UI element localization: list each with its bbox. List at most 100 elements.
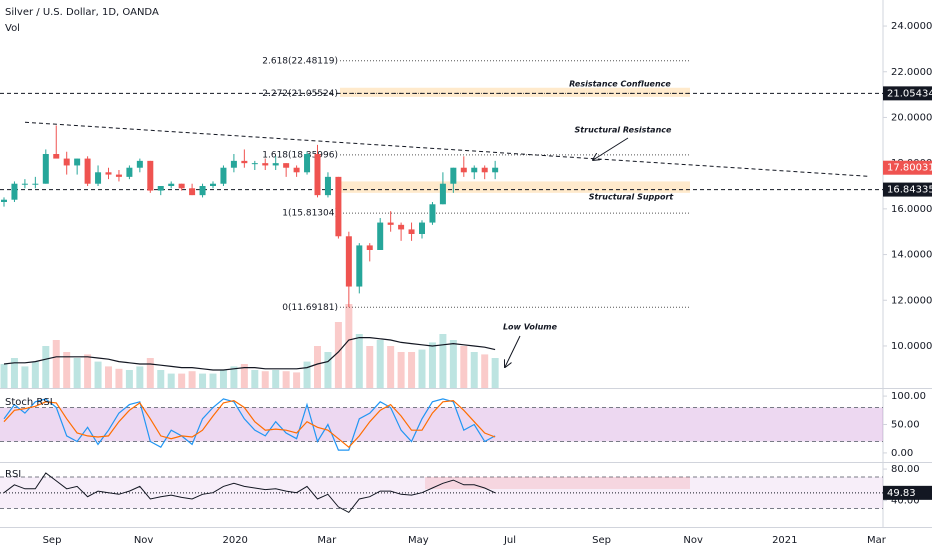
candle-body — [366, 245, 373, 250]
volume-bar — [21, 366, 29, 388]
candle-body — [314, 154, 321, 196]
volume-bar — [460, 346, 468, 388]
candle-body — [157, 186, 164, 191]
candle-body — [95, 172, 102, 184]
volume-bar — [136, 366, 144, 388]
annotation: Resistance Confluence — [569, 80, 671, 89]
volume-bar — [42, 346, 50, 388]
volume-bar — [167, 373, 175, 388]
fib-label: 1.618(18.35996) — [262, 150, 338, 160]
volume-bar — [439, 334, 447, 388]
candle-body — [419, 222, 425, 234]
rsi-line — [3, 472, 496, 514]
candle-body — [53, 154, 60, 159]
candle-body — [220, 167, 227, 184]
candle-body — [241, 160, 248, 164]
candle-body — [136, 160, 143, 168]
x-tick-label: Mar — [317, 535, 337, 546]
candle-body — [147, 160, 154, 191]
candle-body — [1, 199, 7, 202]
candle-body — [189, 188, 196, 196]
x-tick-label: May — [408, 535, 429, 546]
level-tag-label: 21.05434 — [887, 88, 932, 99]
candle-body — [21, 183, 28, 185]
candle-body — [293, 167, 300, 173]
candle-body — [42, 154, 49, 184]
stoch-line — [3, 399, 496, 449]
y-tick-label: 80.00 — [891, 464, 920, 475]
candle-body — [63, 158, 70, 166]
candle-body — [492, 167, 499, 173]
y-tick-label: 0.00 — [891, 448, 913, 459]
volume-bar — [470, 352, 478, 388]
candle-body — [272, 163, 279, 166]
volume-bar — [387, 346, 395, 388]
candle-body — [408, 229, 415, 234]
volume-bar — [157, 370, 165, 388]
candle-body — [210, 183, 216, 187]
volume-bar — [105, 366, 112, 388]
pane-title: Stoch RSI — [5, 397, 53, 408]
volume-bar — [219, 370, 227, 388]
volume-bar — [481, 354, 489, 388]
candle-body — [178, 183, 185, 189]
rsi-zone — [425, 476, 690, 489]
candle-body — [324, 176, 331, 196]
y-tick-label: 24.00000 — [891, 21, 932, 32]
arrow — [593, 137, 629, 160]
y-tick-label: 40.00 — [891, 496, 920, 507]
volume-bar — [272, 370, 280, 388]
x-tick-label: 2020 — [222, 535, 247, 546]
candle-body — [105, 172, 112, 175]
volume-bar — [230, 366, 238, 388]
x-tick-label: Mar — [867, 535, 887, 546]
x-tick-label: Sep — [592, 535, 611, 546]
candle-body — [262, 163, 269, 166]
volume-bar — [251, 370, 259, 388]
candle-body — [32, 183, 39, 185]
candle-body — [230, 160, 237, 168]
volume-bar — [63, 352, 71, 388]
candle-body — [345, 236, 352, 287]
pane-title: RSI — [5, 469, 21, 480]
volume-bar — [261, 371, 269, 388]
candle-body — [439, 183, 446, 205]
candle-body — [199, 186, 206, 196]
volume-bar — [10, 358, 18, 388]
volume-bar — [188, 371, 196, 388]
volume-bar — [303, 361, 311, 388]
level-tag-label: 16.84335 — [887, 185, 932, 196]
volume-bar — [73, 358, 81, 388]
volume-title: Vol — [5, 23, 20, 34]
y-tick-label: 16.00000 — [891, 204, 932, 215]
last-price-label: 17.80031 — [887, 163, 932, 174]
candle-body — [429, 204, 436, 223]
volume-ma — [3, 337, 496, 371]
volume-bar — [199, 373, 207, 388]
candle-body — [168, 183, 175, 187]
volume-bar — [324, 352, 332, 388]
volume-bar — [376, 340, 384, 388]
volume-bar — [146, 358, 154, 388]
volume-bar — [293, 372, 301, 388]
fib-label: 2.618(22.48119) — [262, 56, 338, 66]
candle-body — [356, 245, 363, 287]
volume-bar — [0, 364, 8, 388]
level-tag — [883, 182, 932, 197]
last-tag — [883, 485, 932, 500]
annotation: Structural Support — [589, 193, 675, 202]
volume-bar — [355, 334, 363, 388]
last-price-tag — [883, 160, 932, 175]
volume-bar — [449, 340, 457, 388]
candle-body — [251, 163, 258, 165]
volume-bar — [314, 346, 321, 388]
volume-bar — [428, 342, 436, 388]
y-tick-label: 20.00000 — [891, 112, 932, 123]
volume-bar — [52, 340, 60, 388]
volume-bar — [491, 358, 499, 388]
candle-body — [471, 167, 478, 173]
level-tag — [883, 86, 932, 101]
last-tag-label: 49.83 — [887, 488, 916, 499]
stoch-line — [3, 398, 496, 451]
